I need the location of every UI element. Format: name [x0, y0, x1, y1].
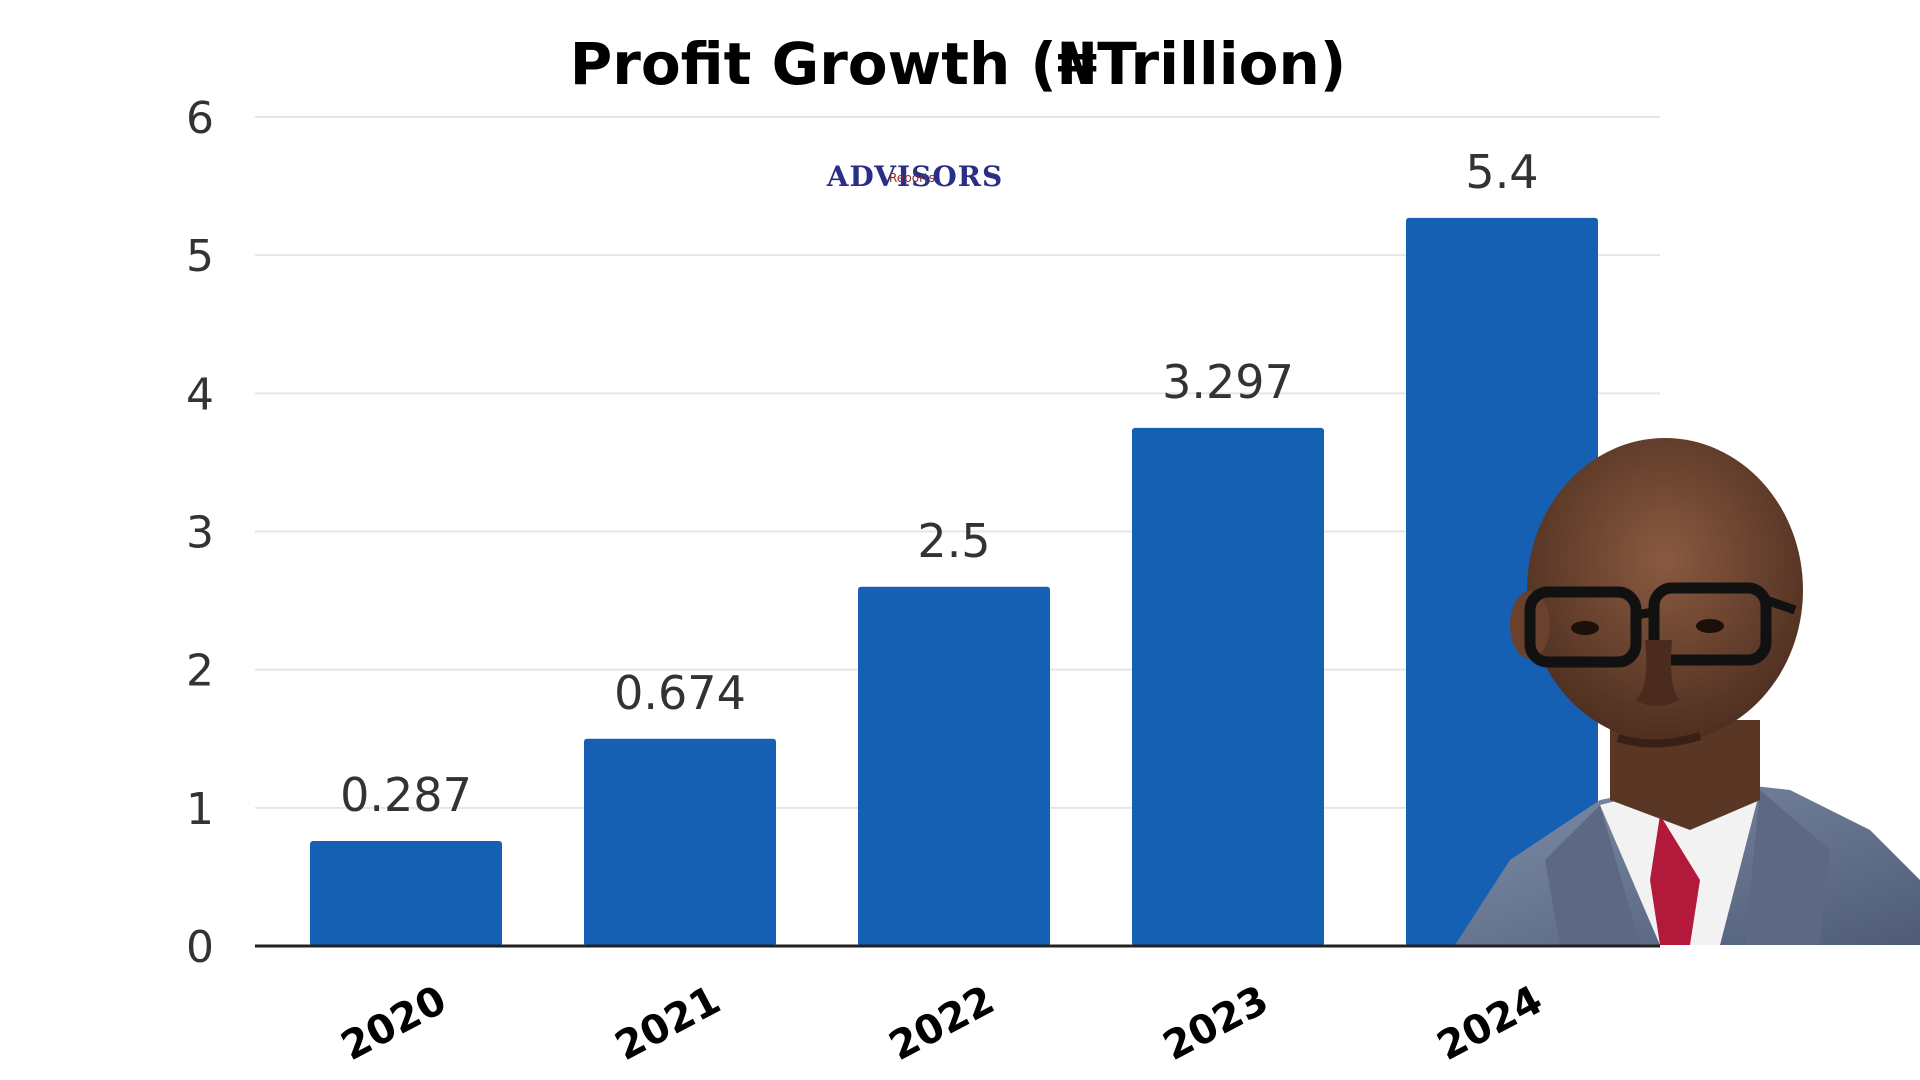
watermark-subtext: Reports [889, 171, 935, 185]
data-label-2024: 5.4 [1465, 145, 1538, 199]
data-label-2023: 3.297 [1162, 355, 1294, 409]
watermark: ADVISORS Reports [826, 160, 1003, 193]
data-label-2020: 0.287 [340, 768, 472, 822]
x-tick-label-2022: 2022 [882, 977, 1002, 1070]
y-tick-label: 0 [186, 922, 214, 973]
x-tick-label-2021: 2021 [608, 977, 728, 1070]
bars [310, 217, 1598, 946]
y-tick-label: 1 [186, 784, 214, 835]
bar-2022 [858, 586, 1050, 946]
bar-2024 [1406, 217, 1598, 946]
y-tick-label: 6 [186, 93, 214, 144]
bar-2023 [1132, 427, 1324, 946]
y-tick-label: 5 [186, 231, 214, 282]
chart-title: Profit Growth (₦Trillion) [570, 30, 1347, 98]
y-axis-ticks: 0 1 2 3 4 5 6 [186, 93, 214, 973]
x-tick-label-2024: 2024 [1430, 977, 1550, 1070]
x-axis-ticks: 2020 2021 2022 2023 2024 [334, 977, 1550, 1070]
data-label-2022: 2.5 [917, 514, 990, 568]
y-tick-label: 2 [186, 646, 214, 697]
y-tick-label: 3 [186, 508, 214, 559]
watermark-text: ADVISORS [826, 160, 1003, 193]
data-label-2021: 0.674 [614, 666, 746, 720]
bar-2021 [584, 738, 776, 946]
x-tick-label-2023: 2023 [1156, 977, 1276, 1070]
data-labels: 0.287 0.674 2.5 3.297 5.4 [340, 145, 1538, 822]
y-tick-label: 4 [186, 369, 214, 420]
person-portrait-icon [1455, 438, 1920, 945]
bar-2020 [310, 840, 502, 946]
x-tick-label-2020: 2020 [334, 977, 454, 1070]
